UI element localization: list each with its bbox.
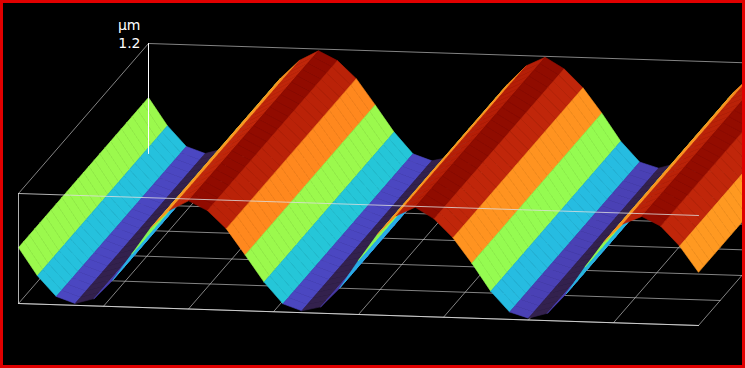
svg-text:μm: μm <box>118 17 141 33</box>
svg-text:1.2: 1.2 <box>118 35 140 51</box>
